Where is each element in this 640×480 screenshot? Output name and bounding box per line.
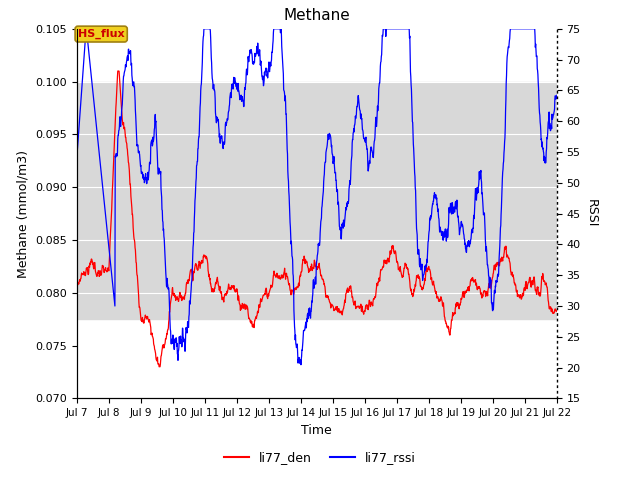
Bar: [77, 82, 557, 319]
Legend: li77_den, li77_rssi: li77_den, li77_rssi: [219, 446, 421, 469]
Y-axis label: RSSI: RSSI: [584, 199, 597, 228]
Title: Methane: Methane: [284, 9, 350, 24]
Y-axis label: Methane (mmol/m3): Methane (mmol/m3): [17, 150, 30, 277]
Text: HS_flux: HS_flux: [78, 29, 125, 39]
X-axis label: Time: Time: [301, 424, 332, 437]
